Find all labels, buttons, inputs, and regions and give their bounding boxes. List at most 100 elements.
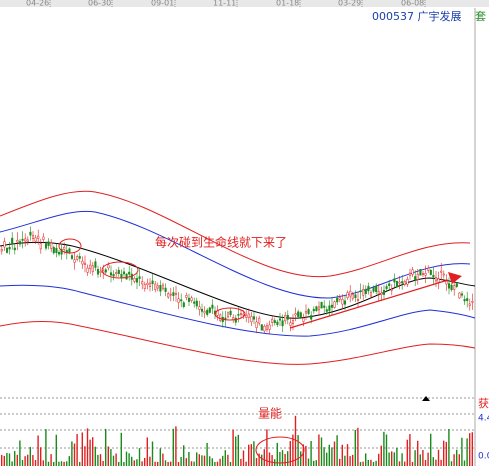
candle-body [81,260,84,265]
candle-body [151,280,154,285]
candle-body [60,248,63,255]
volume-bar [193,461,195,466]
candle-body [42,236,45,240]
candle-body [70,255,74,259]
volume-bar [456,449,458,466]
volume-bar [445,441,447,466]
candle-body [91,265,94,273]
volume-bar [19,440,21,466]
volume-bar [398,461,401,466]
volume-bar [380,445,382,466]
candle-body [133,278,136,282]
volume-bar [427,452,429,466]
candle-body [52,247,55,254]
volume-bar [253,441,255,466]
volume-bar [469,433,471,466]
volume-bar [167,462,169,466]
volume-bar [151,441,154,466]
candle-body [78,256,81,259]
candle-body [211,304,214,309]
candle-body [96,269,100,275]
volume-bar [326,452,328,466]
volume-bar [362,461,364,466]
volume-bar [219,458,221,466]
volume-bar [411,461,414,466]
volume-bar [149,456,151,466]
candle-body [172,292,175,296]
volume-bar [333,441,336,466]
volume-bar [203,455,206,466]
candle-body [177,298,180,303]
candle-body [367,285,370,292]
candle-body [421,273,425,275]
volume-bar [227,454,229,466]
volume-bar [414,450,416,466]
candle-body [380,292,383,295]
volume-bar [471,432,473,466]
candle-body [328,305,331,311]
volume-bar [214,461,216,466]
volume-bar [115,453,117,466]
candle-body [185,295,188,298]
candle-body [362,289,365,296]
volume-bar [375,460,377,466]
candle-body [330,304,334,308]
candle-body [11,237,14,245]
candle-body [286,314,289,320]
volume-bar [16,454,18,466]
volume-bar [89,439,91,466]
candle-body [180,299,183,302]
candle-body [115,272,118,275]
volume-bar [47,461,50,466]
candle-body [260,324,263,331]
volume-bar [110,449,112,466]
candle-body [437,278,440,283]
candle-body [13,247,16,251]
candle-body [273,320,276,323]
date-label: 11-11 [213,0,236,8]
volume-bar [45,429,47,466]
candle-body [164,287,167,292]
candle-body [86,267,89,273]
candle-body [372,287,375,292]
candle-body [234,317,237,323]
candle-body [294,313,297,316]
date-label: 01-18 [276,0,299,8]
candle-body [466,298,469,302]
candle-body [442,273,445,276]
volume-bar [370,459,372,466]
candle-body [107,264,110,269]
volume-bar [29,446,31,466]
volume-bars [1,415,473,466]
candle-body [3,241,6,248]
volume-bar [128,453,130,466]
candle-body [271,318,274,323]
candle-body [289,322,292,326]
candle-body [258,317,261,324]
candle-body [141,281,144,285]
volume-bar [131,456,133,466]
candle-body [44,243,48,249]
upper-blue-band [0,210,471,299]
candle-body [208,307,211,313]
candle-body [468,303,471,306]
volume-bar [352,454,354,466]
candle-body [26,239,29,242]
candle-body [401,281,404,284]
candle-body [432,274,435,278]
volume-bar [6,453,8,466]
volume-bar [461,437,463,466]
volume-bar [258,453,260,466]
volume-bar [68,456,70,466]
candle-body [31,235,35,239]
volume-bar [183,445,185,466]
candle-body [390,288,393,291]
volume-bar [21,459,24,466]
volume-bar [3,455,5,466]
candle-body [219,314,222,321]
volume-bar [307,458,310,466]
volume-bar [409,434,411,466]
volume-bar [141,461,143,466]
